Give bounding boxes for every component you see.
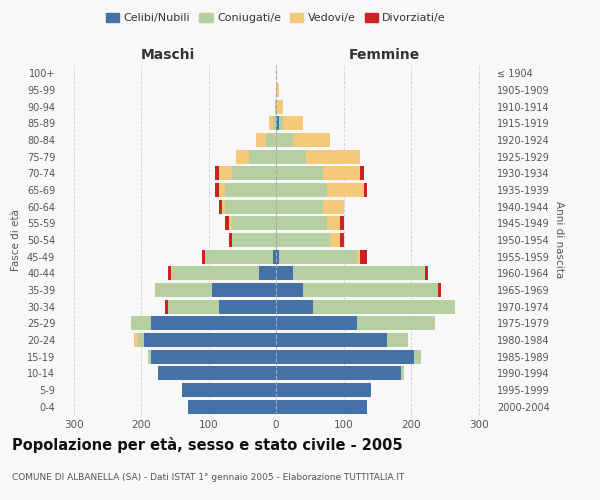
- Bar: [276, 183, 326, 197]
- Bar: [269, 116, 272, 130]
- Bar: [276, 83, 280, 97]
- Bar: [276, 333, 388, 347]
- Bar: [249, 150, 276, 164]
- Bar: [226, 200, 276, 214]
- Bar: [361, 250, 367, 264]
- Bar: [283, 116, 303, 130]
- Bar: [259, 266, 276, 280]
- Bar: [388, 333, 407, 347]
- Bar: [226, 183, 276, 197]
- Bar: [218, 300, 276, 314]
- Bar: [357, 250, 361, 264]
- Bar: [293, 266, 425, 280]
- Bar: [226, 216, 229, 230]
- Bar: [361, 166, 364, 180]
- Bar: [222, 200, 226, 214]
- Bar: [276, 350, 415, 364]
- Bar: [232, 166, 276, 180]
- Bar: [168, 266, 172, 280]
- Bar: [215, 183, 218, 197]
- Bar: [276, 100, 283, 114]
- Bar: [280, 250, 357, 264]
- Bar: [276, 283, 303, 297]
- Legend: Celibi/Nubili, Coniugati/e, Vedovi/e, Divorziati/e: Celibi/Nubili, Coniugati/e, Vedovi/e, Di…: [101, 8, 451, 28]
- Bar: [276, 150, 307, 164]
- Bar: [276, 116, 280, 130]
- Bar: [182, 383, 276, 397]
- Bar: [340, 216, 343, 230]
- Bar: [131, 316, 151, 330]
- Bar: [415, 350, 421, 364]
- Bar: [307, 150, 361, 164]
- Bar: [340, 233, 343, 247]
- Bar: [218, 183, 226, 197]
- Bar: [276, 366, 401, 380]
- Bar: [276, 200, 323, 214]
- Bar: [276, 383, 371, 397]
- Bar: [188, 400, 276, 414]
- Bar: [326, 216, 340, 230]
- Text: Popolazione per età, sesso e stato civile - 2005: Popolazione per età, sesso e stato civil…: [12, 437, 403, 453]
- Text: Maschi: Maschi: [141, 48, 195, 62]
- Bar: [134, 333, 137, 347]
- Bar: [272, 116, 276, 130]
- Bar: [202, 250, 205, 264]
- Bar: [218, 200, 222, 214]
- Text: COMUNE DI ALBANELLA (SA) - Dati ISTAT 1° gennaio 2005 - Elaborazione TUTTITALIA.: COMUNE DI ALBANELLA (SA) - Dati ISTAT 1°…: [12, 473, 404, 482]
- Bar: [172, 266, 259, 280]
- Bar: [272, 250, 276, 264]
- Text: Femmine: Femmine: [349, 48, 419, 62]
- Bar: [276, 250, 280, 264]
- Bar: [401, 366, 404, 380]
- Bar: [276, 316, 357, 330]
- Bar: [276, 133, 293, 147]
- Bar: [303, 283, 438, 297]
- Bar: [155, 283, 212, 297]
- Bar: [266, 133, 276, 147]
- Bar: [205, 250, 272, 264]
- Bar: [232, 216, 276, 230]
- Bar: [276, 266, 293, 280]
- Bar: [145, 333, 276, 347]
- Bar: [212, 283, 276, 297]
- Bar: [164, 300, 168, 314]
- Bar: [151, 350, 276, 364]
- Bar: [438, 283, 442, 297]
- Bar: [232, 233, 276, 247]
- Bar: [215, 166, 218, 180]
- Bar: [235, 150, 249, 164]
- Bar: [293, 133, 330, 147]
- Bar: [276, 166, 323, 180]
- Bar: [276, 233, 330, 247]
- Bar: [276, 300, 313, 314]
- Bar: [280, 116, 283, 130]
- Bar: [323, 200, 343, 214]
- Bar: [256, 133, 266, 147]
- Bar: [151, 316, 276, 330]
- Bar: [326, 183, 364, 197]
- Bar: [276, 216, 326, 230]
- Bar: [148, 350, 151, 364]
- Bar: [313, 300, 455, 314]
- Bar: [323, 166, 361, 180]
- Bar: [330, 233, 340, 247]
- Y-axis label: Anni di nascita: Anni di nascita: [554, 202, 563, 278]
- Bar: [364, 183, 367, 197]
- Bar: [218, 166, 232, 180]
- Y-axis label: Fasce di età: Fasce di età: [11, 209, 21, 271]
- Bar: [229, 216, 232, 230]
- Bar: [276, 400, 367, 414]
- Bar: [158, 366, 276, 380]
- Bar: [275, 100, 276, 114]
- Bar: [229, 233, 232, 247]
- Bar: [168, 300, 218, 314]
- Bar: [357, 316, 434, 330]
- Bar: [137, 333, 145, 347]
- Bar: [425, 266, 428, 280]
